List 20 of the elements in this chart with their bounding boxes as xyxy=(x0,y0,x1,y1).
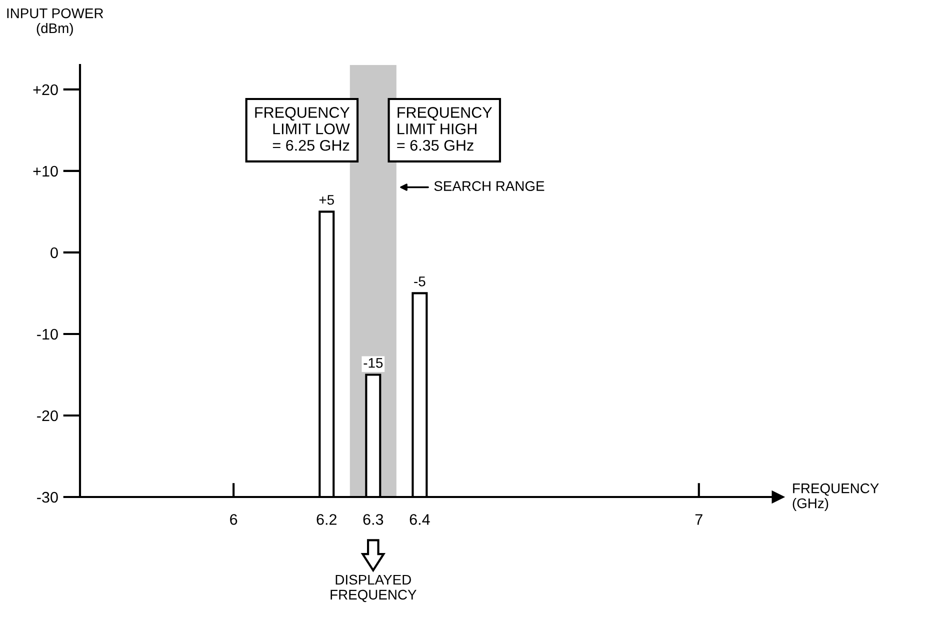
y-axis-title: INPUT POWER (dBm) xyxy=(7,8,104,36)
x-tick-label: 6.4 xyxy=(410,514,430,525)
y-tick-label: -30 xyxy=(37,492,58,503)
annotation: FREQUENCY LIMIT LOW = 6.25 GHz xyxy=(255,107,350,151)
y-tick-label: 0 xyxy=(50,247,58,258)
y-tick-label: -20 xyxy=(37,410,58,422)
data-label: -5 xyxy=(414,276,426,286)
y-tick-label: +10 xyxy=(33,166,58,177)
x-tick-label: 7 xyxy=(695,514,702,525)
band-label: SEARCH RANGE xyxy=(434,181,544,191)
annotation: FREQUENCY LIMIT HIGH = 6.35 GHz xyxy=(397,107,492,151)
y-tick-label: -10 xyxy=(37,328,58,340)
x-axis-title: FREQUENCY (GHz) xyxy=(792,483,879,511)
data-label: -15 xyxy=(364,358,383,368)
text: DISPLAYED FREQUENCY xyxy=(330,574,416,602)
y-tick-label: +20 xyxy=(33,84,58,96)
x-tick-label: 6.3 xyxy=(363,514,384,525)
data-label: +5 xyxy=(319,195,334,205)
x-tick-label: 6.2 xyxy=(316,514,336,525)
x-tick-label: 6 xyxy=(230,514,238,525)
